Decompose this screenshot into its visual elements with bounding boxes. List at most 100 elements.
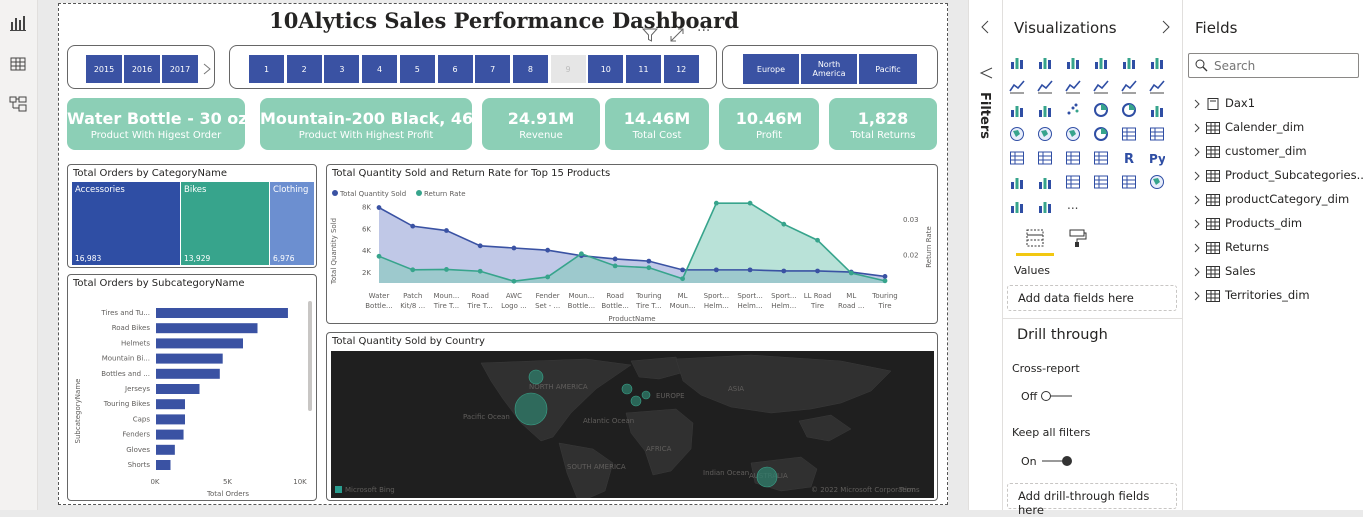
year-chip-2017[interactable]: 2017: [162, 55, 198, 83]
field-table-item[interactable]: Territories_dim: [1193, 288, 1310, 302]
map-plot[interactable]: NORTH AMERICA EUROPE ASIA AFRICA SOUTH A…: [331, 351, 934, 498]
line-icon[interactable]: [1009, 78, 1025, 94]
point[interactable]: [815, 268, 820, 274]
narrative-icon[interactable]: [1093, 174, 1109, 190]
matrix-icon[interactable]: [1093, 150, 1109, 166]
pie-icon[interactable]: [1093, 102, 1109, 118]
donut-icon[interactable]: [1121, 102, 1137, 118]
bar[interactable]: [156, 323, 258, 334]
month-chip-5[interactable]: 5: [399, 55, 435, 83]
field-table-item[interactable]: Dax1: [1193, 96, 1255, 110]
bubble-germany[interactable]: [641, 390, 651, 400]
month-chip-9[interactable]: 9: [550, 55, 586, 83]
bar[interactable]: [156, 399, 185, 410]
year-chip-2016[interactable]: 2016: [124, 55, 160, 83]
point[interactable]: [747, 267, 753, 273]
filters-label[interactable]: Filters: [977, 92, 992, 139]
chevron-right-icon[interactable]: [1193, 171, 1201, 181]
cross-report-toggle[interactable]: [1040, 390, 1074, 402]
ribbon-icon[interactable]: [1149, 78, 1165, 94]
region-chip-pacific[interactable]: Pacific: [859, 54, 917, 84]
fields-search-box[interactable]: [1188, 53, 1359, 78]
point[interactable]: [747, 200, 753, 206]
field-table-item[interactable]: productCategory_dim: [1193, 192, 1349, 206]
decomposition-tree-icon[interactable]: [1037, 174, 1053, 190]
month-chip-7[interactable]: 7: [475, 55, 511, 83]
month-chip-2[interactable]: 2: [286, 55, 322, 83]
chevron-right-icon[interactable]: [1193, 195, 1201, 205]
point[interactable]: [848, 270, 854, 276]
100-column-icon[interactable]: [1149, 54, 1165, 70]
table-icon[interactable]: [1065, 150, 1081, 166]
point[interactable]: [680, 276, 685, 282]
bar[interactable]: [156, 353, 223, 364]
point[interactable]: [545, 274, 551, 280]
field-table-item[interactable]: Sales: [1193, 264, 1256, 278]
chevron-right-icon[interactable]: [1193, 219, 1201, 229]
treemap-tile-clothing[interactable]: Clothing 6,976: [270, 182, 314, 265]
shape-map-icon[interactable]: [1065, 126, 1081, 142]
treemap-icon[interactable]: [1149, 102, 1165, 118]
card-icon[interactable]: [1121, 126, 1137, 142]
bar[interactable]: [156, 444, 175, 455]
chevron-right-icon[interactable]: [1193, 99, 1201, 109]
point[interactable]: [444, 267, 449, 272]
funnel-icon[interactable]: [1037, 102, 1053, 118]
filled-map-icon[interactable]: [1037, 126, 1053, 142]
focus-mode-icon[interactable]: [670, 28, 684, 42]
month-chip-10[interactable]: 10: [588, 55, 624, 83]
point[interactable]: [781, 268, 787, 274]
point[interactable]: [713, 200, 719, 206]
line-clustered-icon[interactable]: [1121, 78, 1137, 94]
bubble-united-states[interactable]: [514, 392, 548, 426]
field-table-item[interactable]: Product_Subcategories...: [1193, 168, 1363, 182]
point[interactable]: [376, 253, 382, 259]
bubble-canada[interactable]: [528, 369, 544, 385]
category-treemap[interactable]: Total Orders by CategoryName Accessories…: [67, 164, 317, 268]
point[interactable]: [511, 278, 517, 284]
keep-filters-toggle[interactable]: [1040, 455, 1074, 467]
map-terms-link[interactable]: Terms: [898, 486, 920, 494]
stacked-column-icon[interactable]: [1037, 54, 1053, 70]
combo-chart[interactable]: Total Quantity Sold and Return Rate for …: [326, 164, 938, 324]
point[interactable]: [545, 247, 551, 253]
point[interactable]: [477, 268, 483, 274]
bar[interactable]: [156, 414, 185, 425]
chevron-right-icon[interactable]: [1193, 243, 1201, 253]
filter-icon[interactable]: [642, 28, 658, 42]
field-table-item[interactable]: Returns: [1193, 240, 1269, 254]
stacked-bar-icon[interactable]: [1009, 54, 1025, 70]
point[interactable]: [579, 251, 584, 257]
chevron-right-icon[interactable]: [1161, 20, 1171, 34]
point[interactable]: [646, 265, 652, 271]
slicer-icon[interactable]: [1037, 150, 1053, 166]
arcgis-icon[interactable]: [1149, 174, 1165, 190]
qa-icon[interactable]: [1065, 174, 1081, 190]
stacked-area-icon[interactable]: [1065, 78, 1081, 94]
bar[interactable]: [156, 384, 200, 394]
kpi-icon[interactable]: [1009, 150, 1025, 166]
month-chip-8[interactable]: 8: [512, 55, 548, 83]
subcategory-bar-chart[interactable]: Total Orders by SubcategoryName Subcateg…: [67, 274, 317, 501]
fields-well-icon[interactable]: [1025, 228, 1045, 248]
treemap-tile-bikes[interactable]: Bikes 13,929: [181, 182, 269, 265]
format-paint-roller-icon[interactable]: [1067, 228, 1087, 248]
fields-search-input[interactable]: [1214, 57, 1354, 74]
map-icon[interactable]: [1009, 126, 1025, 142]
python-visual-icon[interactable]: Py: [1149, 150, 1165, 166]
r-visual-icon[interactable]: R: [1121, 150, 1137, 166]
point[interactable]: [646, 258, 652, 264]
values-field-well[interactable]: Add data fields here: [1007, 285, 1177, 311]
point[interactable]: [444, 228, 449, 233]
bubble-australia[interactable]: [756, 466, 778, 488]
country-map[interactable]: Total Quantity Sold by Country NORTH AME…: [326, 332, 938, 501]
point[interactable]: [410, 267, 416, 273]
year-chip-2015[interactable]: 2015: [86, 55, 122, 83]
field-table-item[interactable]: Calender_dim: [1193, 120, 1304, 134]
treemap-tile-accessories[interactable]: Accessories 16,983: [72, 182, 180, 265]
bar[interactable]: [156, 338, 243, 349]
chevron-left-icon[interactable]: [980, 20, 990, 34]
point[interactable]: [815, 237, 820, 243]
point[interactable]: [781, 221, 787, 227]
month-chip-1[interactable]: 1: [249, 55, 284, 83]
